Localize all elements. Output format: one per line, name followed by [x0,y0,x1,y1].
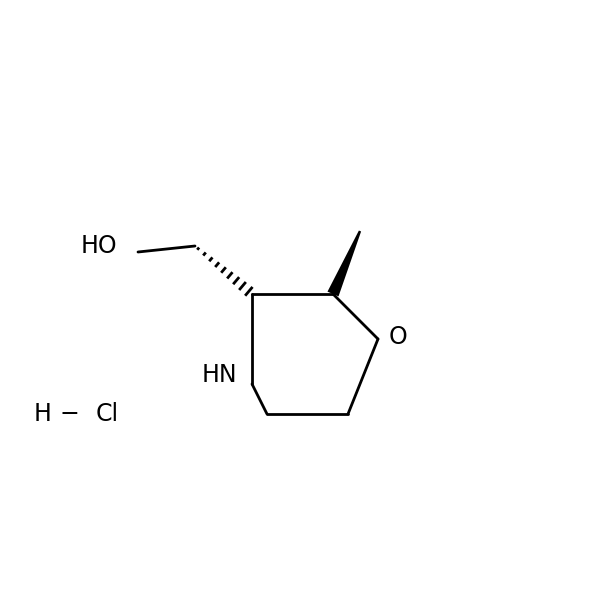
Text: HO: HO [80,234,117,258]
Polygon shape [328,230,361,296]
Text: O: O [389,325,407,349]
Text: −: − [59,402,79,426]
Text: H: H [33,402,51,426]
Text: HN: HN [202,363,237,387]
Text: Cl: Cl [96,402,119,426]
